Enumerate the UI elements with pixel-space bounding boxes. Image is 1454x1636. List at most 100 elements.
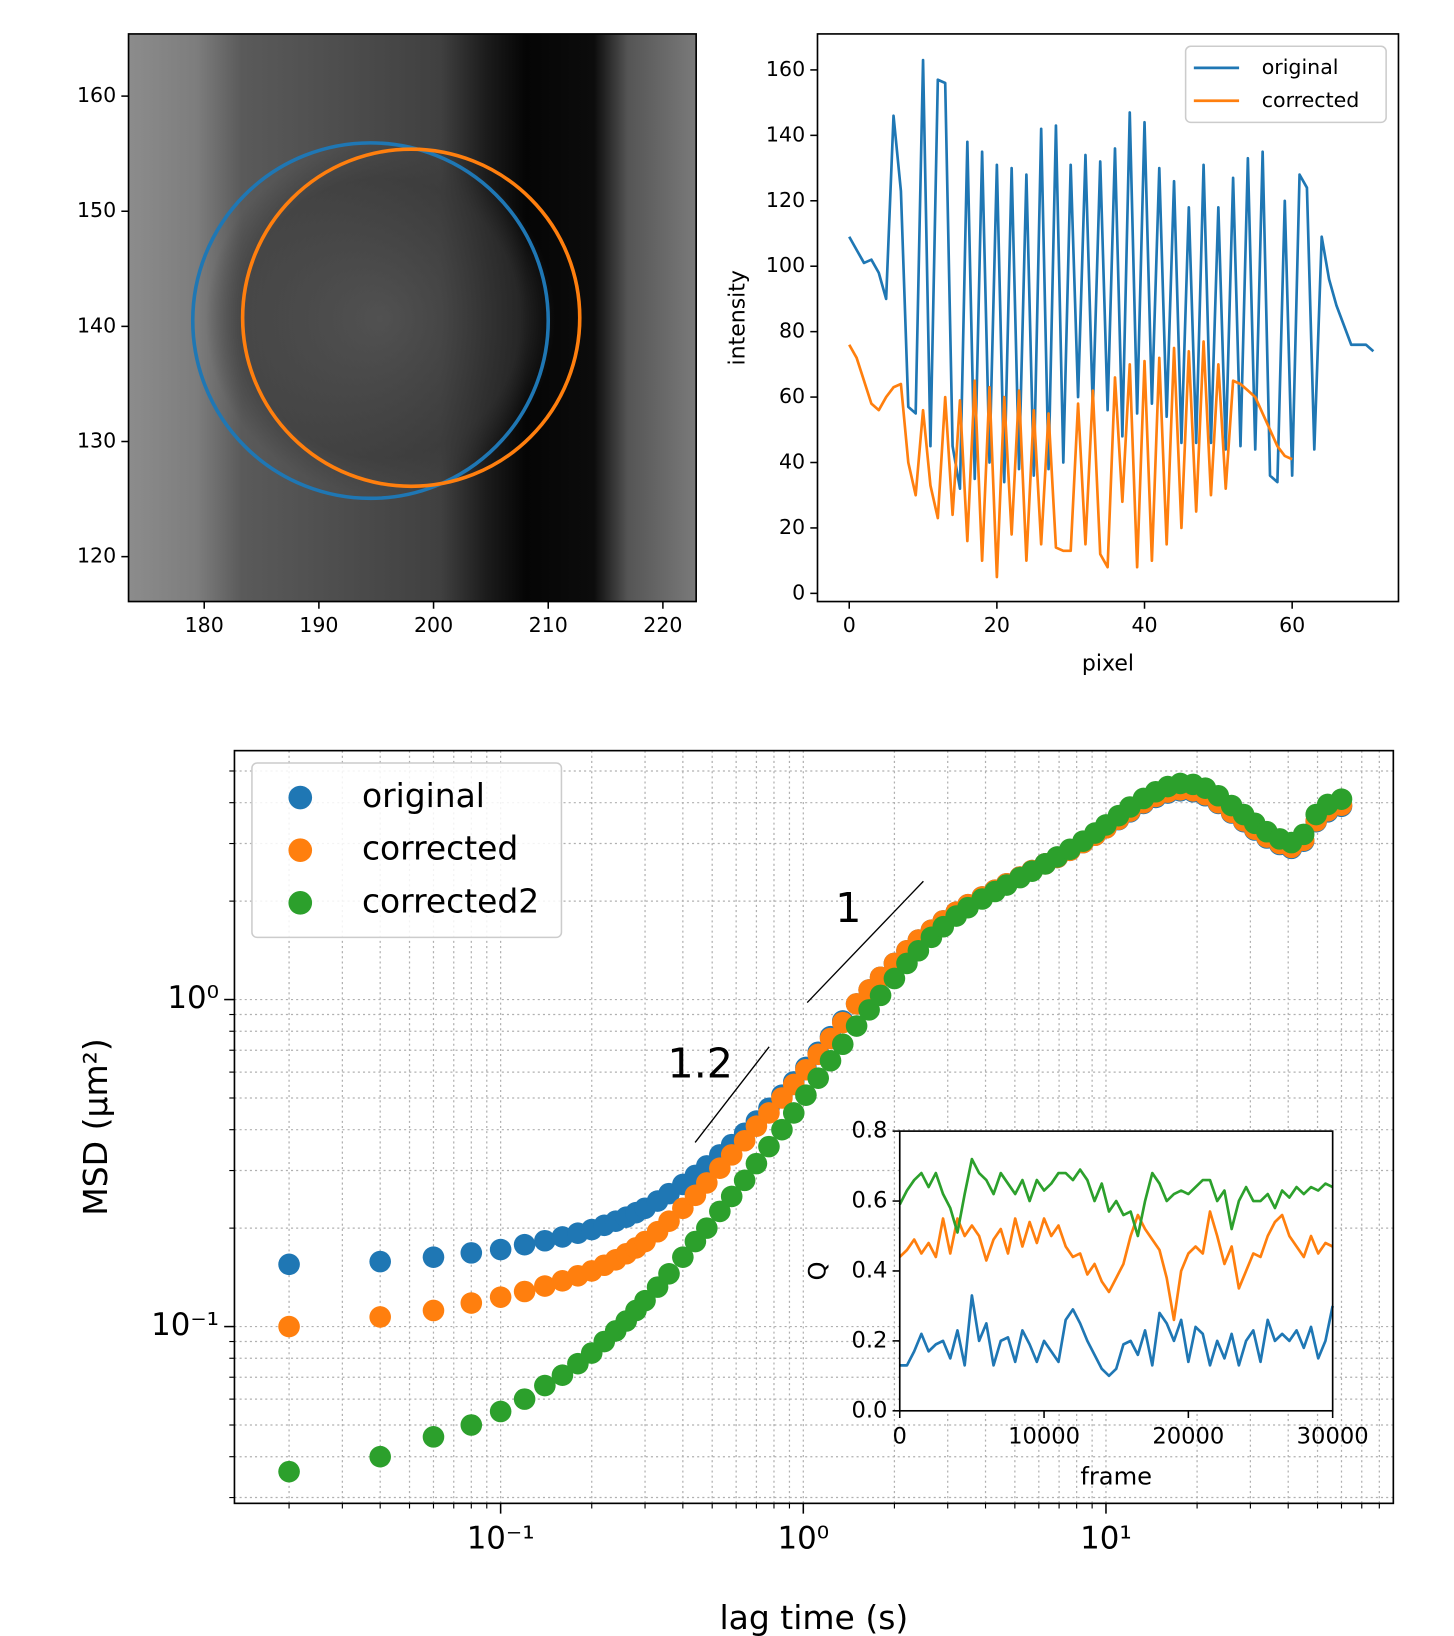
annotation: 1.2 — [668, 1039, 733, 1087]
data-point — [658, 1263, 680, 1285]
y-tick-label: 100 — [766, 253, 805, 277]
x-tick-label: 10⁻¹ — [467, 1520, 535, 1556]
data-point — [278, 1253, 300, 1276]
data-point — [278, 1315, 300, 1338]
y-tick-label: 0.6 — [851, 1188, 887, 1214]
y-tick-label: 130 — [77, 429, 116, 453]
axes-frame — [127, 33, 697, 603]
x-axis-label: pixel — [1082, 651, 1134, 676]
data-point — [1330, 788, 1353, 810]
y-tick-label: 120 — [766, 188, 805, 212]
legend-box — [1184, 45, 1387, 124]
y-tick-label: 60 — [779, 384, 805, 408]
x-tick-label: 60 — [1279, 613, 1305, 637]
data-point — [369, 1445, 391, 1468]
x-tick-label: 180 — [185, 613, 224, 637]
legend-label: corrected — [1262, 88, 1360, 112]
data-line — [898, 1157, 1334, 1238]
data-point — [534, 1275, 556, 1297]
y-tick-label: 0.0 — [851, 1397, 887, 1423]
data-point — [460, 1414, 483, 1436]
data-point — [907, 939, 930, 962]
x-tick-label: 0 — [893, 1424, 907, 1450]
y-tick-label: 140 — [766, 122, 805, 146]
data-point — [489, 1286, 512, 1308]
data-point — [489, 1400, 512, 1423]
data-point — [634, 1289, 656, 1312]
data-point — [422, 1246, 445, 1268]
data-line — [899, 1294, 1334, 1378]
legend-label: corrected — [362, 829, 518, 868]
x-tick-label: 220 — [643, 613, 682, 637]
data-point — [733, 1169, 756, 1192]
data-point — [551, 1364, 574, 1387]
x-axis-label: frame — [1080, 1463, 1152, 1491]
x-tick-label: 200 — [414, 613, 453, 637]
data-line — [848, 340, 1293, 579]
data-point — [733, 1129, 756, 1152]
axes-frame — [816, 33, 1400, 603]
data-line — [848, 58, 1375, 491]
data-point — [369, 1306, 391, 1328]
legend-marker — [288, 838, 313, 863]
cell-shading — [205, 143, 556, 494]
y-tick-label: 120 — [77, 544, 116, 568]
x-tick-label: 40 — [1131, 613, 1157, 637]
x-tick-label: 10¹ — [1080, 1520, 1132, 1556]
y-tick-label: 0.8 — [851, 1118, 887, 1144]
data-point — [758, 1135, 780, 1158]
data-point — [513, 1233, 536, 1256]
data-point — [720, 1144, 743, 1166]
x-tick-label: 10⁰ — [778, 1520, 830, 1556]
data-line — [898, 1210, 1334, 1322]
y-axis-label: intensity — [725, 270, 750, 365]
data-point — [422, 1299, 445, 1322]
y-tick-label: 160 — [77, 83, 116, 107]
fitted-circle — [190, 141, 551, 501]
x-tick-label: 10000 — [1008, 1424, 1080, 1450]
y-tick-label: 150 — [77, 198, 116, 222]
data-point — [513, 1280, 536, 1303]
data-point — [831, 1033, 854, 1056]
x-tick-label: 0 — [843, 613, 856, 637]
data-point — [489, 1238, 512, 1261]
legend-marker — [288, 785, 313, 810]
y-axis-label: Q — [804, 1261, 832, 1280]
data-point — [1292, 823, 1315, 846]
data-point — [696, 1217, 718, 1239]
data-point — [795, 1084, 817, 1106]
data-point — [513, 1388, 536, 1410]
data-point — [782, 1102, 805, 1124]
data-point — [278, 1460, 300, 1483]
fitted-circle — [240, 147, 582, 489]
legend-label: corrected2 — [362, 881, 539, 920]
legend-box — [251, 762, 563, 939]
legend-label: original — [1262, 55, 1339, 79]
data-point — [869, 984, 892, 1007]
data-point — [819, 1049, 842, 1072]
annotation: 1 — [835, 884, 861, 932]
legend-marker — [288, 891, 313, 915]
data-point — [845, 1015, 868, 1037]
x-tick-label: 20 — [984, 613, 1010, 637]
data-point — [858, 999, 880, 1021]
data-point — [696, 1172, 718, 1194]
y-tick-label: 40 — [779, 450, 805, 474]
data-point — [658, 1210, 680, 1232]
data-point — [709, 1200, 731, 1223]
data-point — [460, 1242, 483, 1264]
y-tick-label: 0.4 — [851, 1257, 887, 1283]
y-tick-label: 160 — [766, 57, 805, 81]
x-tick-label: 30000 — [1297, 1424, 1369, 1450]
y-tick-label: 0 — [792, 580, 805, 604]
data-point — [758, 1102, 780, 1124]
y-axis-label: MSD (μm²) — [76, 1038, 115, 1215]
data-point — [720, 1185, 743, 1208]
data-point — [672, 1246, 694, 1268]
data-point — [745, 1152, 768, 1175]
x-tick-label: 210 — [529, 613, 568, 637]
y-tick-label: 80 — [779, 319, 805, 343]
data-point — [369, 1250, 391, 1273]
